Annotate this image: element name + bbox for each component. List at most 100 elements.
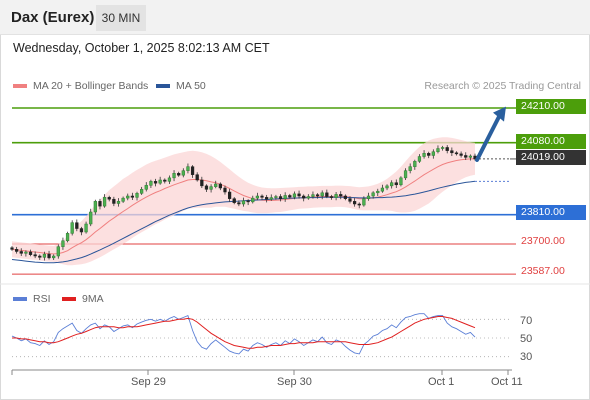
ma50-swatch [156, 84, 170, 88]
candle [75, 222, 79, 229]
candle [417, 156, 422, 162]
candle [209, 186, 213, 190]
candle [376, 190, 380, 194]
candle [413, 161, 417, 167]
instrument-title: Dax (Eurex) [11, 9, 95, 26]
candle [422, 153, 426, 157]
candle [380, 187, 385, 192]
ma20-label: MA 20 + Bollinger Bands [33, 80, 149, 92]
candle [121, 197, 125, 202]
candle [436, 148, 440, 152]
candle [403, 170, 408, 179]
candle [440, 147, 445, 149]
rsi-tick-30: 30 [520, 351, 533, 363]
candle [362, 198, 366, 206]
candle [116, 201, 121, 204]
candle [260, 195, 264, 198]
candle [232, 198, 236, 203]
rsi-tick-50: 50 [520, 333, 533, 345]
candle [28, 251, 33, 255]
candle [427, 153, 431, 156]
legend-ma20: MA 20 + Bollinger Bands [13, 80, 148, 92]
candle [265, 197, 269, 200]
candle [153, 181, 158, 184]
x-tick-sep29: Sep 29 [131, 376, 166, 388]
level-label-last-price: 24019.00 [516, 150, 586, 165]
candle [140, 189, 144, 194]
candle [394, 182, 398, 186]
candle [56, 246, 60, 257]
candle [311, 194, 315, 197]
candle [79, 228, 84, 233]
candle [93, 201, 97, 213]
candle [348, 198, 352, 202]
level-label-24210: 24210.00 [516, 99, 586, 114]
candle [334, 194, 338, 198]
candle [459, 153, 463, 156]
candle [464, 155, 468, 158]
rsi-label: RSI [33, 293, 51, 305]
candle [283, 195, 287, 199]
candle [251, 197, 255, 203]
legend-ma50: MA 50 [156, 80, 206, 92]
candle [306, 196, 310, 199]
candle [352, 201, 357, 205]
candle [357, 203, 361, 206]
rsi-9ma-line [12, 316, 476, 349]
x-tick-oct11: Oct 11 [491, 376, 523, 388]
candle [214, 183, 218, 187]
candle [292, 193, 297, 198]
legend-rsi: RSI [13, 293, 51, 305]
candle [315, 194, 320, 197]
candle [223, 187, 227, 193]
candle [84, 223, 88, 233]
rsi-swatch [13, 297, 27, 301]
candle [269, 197, 273, 200]
candle [297, 193, 301, 197]
chart-datetime: Wednesday, October 1, 2025 8:02:13 AM CE… [13, 41, 270, 55]
candle [278, 196, 283, 199]
candle [42, 253, 47, 258]
forecast-arrow [475, 114, 501, 162]
candle [468, 155, 472, 158]
ma9-label: 9MA [82, 293, 104, 305]
candle [177, 173, 181, 176]
candle [181, 170, 185, 176]
candle [15, 249, 19, 252]
interval-selector[interactable]: 30 MIN [96, 5, 146, 31]
candle [320, 192, 324, 197]
candle [24, 251, 28, 254]
candle [255, 195, 260, 199]
candle [454, 152, 459, 155]
candle [158, 179, 162, 184]
candle [302, 195, 306, 199]
candle [445, 147, 449, 151]
candle [149, 181, 153, 186]
candle [329, 196, 334, 198]
x-tick-sep30: Sep 30 [277, 376, 312, 388]
ma50-label: MA 50 [176, 80, 206, 92]
candle [65, 233, 70, 242]
candle [288, 195, 292, 198]
level-label-24080: 24080.00 [516, 134, 586, 149]
candle [38, 255, 42, 258]
ma20-swatch [13, 84, 27, 88]
research-credit: Research © 2025 Trading Central [424, 80, 581, 92]
candle [274, 196, 278, 198]
ma9-swatch [62, 297, 76, 301]
forecast-arrow-head [493, 106, 506, 122]
candle [246, 200, 250, 203]
rsi-line [11, 313, 476, 355]
candle [399, 177, 403, 186]
candle [366, 195, 371, 199]
title-bar: Dax (Eurex) 30 MIN [0, 0, 590, 35]
candle [144, 185, 148, 190]
candle [102, 197, 107, 207]
candle [190, 166, 195, 175]
candle [163, 179, 167, 182]
candle [204, 185, 209, 190]
candle [227, 191, 232, 199]
candle [89, 211, 93, 225]
candle [390, 182, 394, 187]
